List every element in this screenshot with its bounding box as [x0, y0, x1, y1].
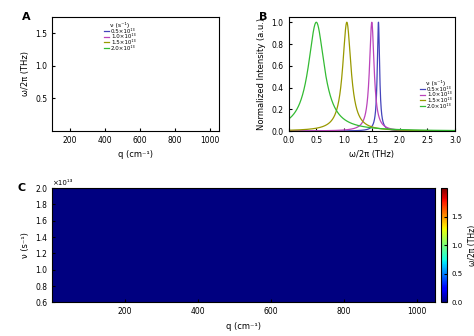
- Legend: 0.5×10¹³, 1.0×10¹³, 1.5×10¹³, 2.0×10¹³: 0.5×10¹³, 1.0×10¹³, 1.5×10¹³, 2.0×10¹³: [418, 78, 454, 111]
- Y-axis label: ν (s⁻¹): ν (s⁻¹): [20, 232, 29, 258]
- Y-axis label: ω/2π (THz): ω/2π (THz): [468, 225, 474, 266]
- Y-axis label: Normalized Intensity (a.u.): Normalized Intensity (a.u.): [257, 18, 266, 130]
- Text: ×10¹³: ×10¹³: [52, 180, 73, 186]
- Text: A: A: [22, 12, 31, 22]
- Text: B: B: [259, 12, 267, 22]
- Legend: 0.5×10¹³, 1.0×10¹³, 1.5×10¹³, 2.0×10¹³: 0.5×10¹³, 1.0×10¹³, 1.5×10¹³, 2.0×10¹³: [101, 19, 138, 53]
- Y-axis label: ω/2π (THz): ω/2π (THz): [20, 51, 29, 96]
- X-axis label: ω/2π (THz): ω/2π (THz): [349, 151, 394, 160]
- Text: C: C: [18, 183, 26, 193]
- X-axis label: q (cm⁻¹): q (cm⁻¹): [226, 322, 261, 331]
- X-axis label: q (cm⁻¹): q (cm⁻¹): [118, 151, 153, 160]
